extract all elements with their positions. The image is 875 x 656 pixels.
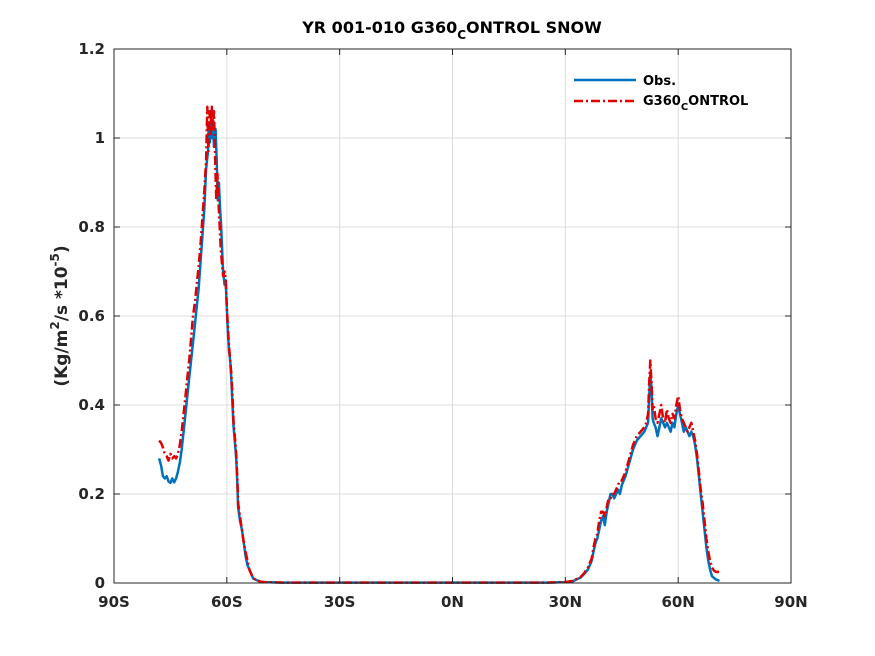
y-axis-label-part2: /s *10: [52, 266, 72, 321]
chart-title-main: YR 001-010 G360: [301, 18, 457, 37]
legend-label-model: G360CONTROL: [643, 94, 748, 113]
y-axis-label-part1: (Kg/m: [52, 330, 72, 387]
y-tick-label: 0.6: [78, 307, 105, 325]
y-tick-label: 0.4: [78, 396, 105, 414]
legend-label-obs: Obs.: [643, 74, 676, 89]
y-tick-label: 1: [95, 129, 105, 147]
chart-title: YR 001-010 G360CONTROL SNOW: [301, 18, 602, 42]
legend: Obs. G360CONTROL: [574, 74, 748, 113]
x-tick-label: 90N: [774, 593, 807, 611]
legend-label-model-subscript: C: [681, 102, 688, 113]
y-tick-label: 0.8: [78, 218, 105, 236]
legend-label-model-rest: ONTROL: [688, 94, 748, 109]
x-tick-label: 60S: [211, 593, 243, 611]
tick-labels: 90S 60S 30S 0N 30N 60N 90N 0 0.2 0.4 0.6 0.8 1 1.2: [78, 40, 807, 611]
x-tick-label: 60N: [661, 593, 694, 611]
x-tick-label: 90S: [98, 593, 130, 611]
y-tick-label: 0: [95, 574, 105, 592]
x-tick-label: 0N: [441, 593, 464, 611]
x-tick-label: 30N: [549, 593, 582, 611]
y-axis-label-part3: ): [52, 245, 72, 253]
x-tick-label: 30S: [324, 593, 356, 611]
y-tick-label: 0.2: [78, 485, 105, 503]
y-tick-label: 1.2: [78, 40, 105, 58]
y-axis-label-sup1: 2: [48, 321, 62, 329]
legend-label-model-name: G360: [643, 94, 681, 109]
y-axis-label: (Kg/m2/s *10-5): [48, 245, 72, 386]
legend-label-obs-name: Obs.: [643, 74, 676, 89]
series-line-model: [158, 105, 720, 584]
y-axis-label-sup2: -5: [48, 253, 62, 266]
chart-title-rest: ONTROL SNOW: [466, 18, 602, 37]
chart-title-subscript: C: [457, 28, 466, 42]
ticks: [113, 48, 792, 584]
